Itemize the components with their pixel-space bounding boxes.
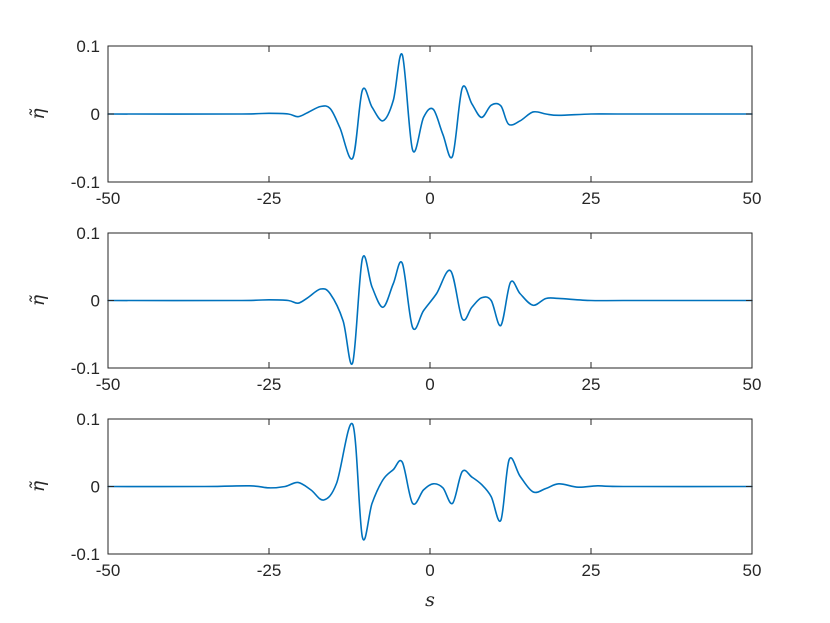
- x-tick-label: -50: [96, 375, 121, 394]
- y-axis-label: η̃: [27, 294, 49, 306]
- y-tick-label: 0: [91, 292, 100, 311]
- x-tick-label: 0: [425, 375, 434, 394]
- x-tick-label: -25: [257, 375, 282, 394]
- y-axis-label: η̃: [27, 108, 49, 120]
- x-tick-label: -25: [257, 189, 282, 208]
- series-line: [107, 255, 753, 366]
- x-tick-label: 0: [425, 561, 434, 580]
- subplot-1: -50 -25 0 25 50 -0.1 0 0.1 η̃: [27, 37, 761, 208]
- x-axis-label: s: [425, 589, 435, 611]
- x-tick-label: 25: [582, 561, 601, 580]
- x-tick-label: -50: [96, 189, 121, 208]
- y-tick-label: 0: [91, 478, 100, 497]
- series-line: [107, 422, 753, 541]
- x-tick-label: -50: [96, 561, 121, 580]
- x-tick-label: 50: [743, 561, 762, 580]
- y-tick-label: 0: [91, 105, 100, 124]
- y-tick-label: 0.1: [76, 224, 100, 243]
- y-tick-label: -0.1: [71, 359, 100, 378]
- subplot-3: -50 -25 0 25 50 -0.1 0 0.1 η̃ s: [27, 410, 761, 611]
- x-tick-label: 25: [582, 189, 601, 208]
- y-tick-label: 0.1: [76, 37, 100, 56]
- x-tick-label: 25: [582, 375, 601, 394]
- y-tick-label: -0.1: [71, 173, 100, 192]
- x-tick-label: 0: [425, 189, 434, 208]
- series-line: [107, 53, 753, 160]
- y-tick-label: 0.1: [76, 410, 100, 429]
- x-tick-label: 50: [743, 189, 762, 208]
- x-tick-label: -25: [257, 561, 282, 580]
- y-tick-label: -0.1: [71, 545, 100, 564]
- subplot-2: -50 -25 0 25 50 -0.1 0 0.1 η̃: [27, 224, 761, 394]
- y-axis-label: η̃: [27, 480, 49, 492]
- x-tick-label: 50: [743, 375, 762, 394]
